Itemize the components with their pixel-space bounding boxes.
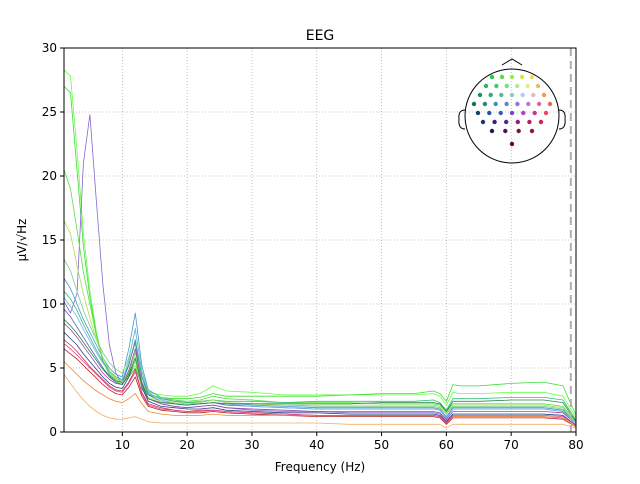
sensor-dot xyxy=(509,74,515,80)
x-tick-label: 70 xyxy=(504,438,519,452)
sensor-dot xyxy=(499,92,504,98)
psd-series-line xyxy=(63,220,577,424)
x-tick-label: 50 xyxy=(374,438,389,452)
x-tick-label: 30 xyxy=(244,438,259,452)
x-tick-label: 10 xyxy=(115,438,130,452)
sensor-dot xyxy=(516,128,521,134)
y-tick-label: 10 xyxy=(42,297,57,311)
psd-series-line xyxy=(63,343,577,426)
y-tick-label: 25 xyxy=(42,105,57,119)
y-tick-label: 30 xyxy=(42,41,57,55)
sensor-dot xyxy=(475,110,481,116)
sensor-dot xyxy=(529,74,535,80)
x-tick-label: 80 xyxy=(568,438,583,452)
sensor-dot xyxy=(515,83,520,89)
sensor-dot xyxy=(504,83,509,89)
sensor-dot xyxy=(471,101,477,107)
x-tick-label: 60 xyxy=(439,438,454,452)
sensor-dot xyxy=(519,74,525,80)
sensor-dot xyxy=(509,141,515,147)
y-tick-label: 0 xyxy=(49,425,57,439)
sensor-dot xyxy=(529,128,535,134)
y-axis-label: µV/√Hz xyxy=(15,219,29,262)
sensor-dot xyxy=(531,92,536,98)
sensor-dot xyxy=(487,110,492,116)
sensor-dot xyxy=(532,110,537,116)
psd-series-line xyxy=(63,331,577,426)
y-tick-label: 5 xyxy=(49,361,57,375)
x-axis-label: Frequency (Hz) xyxy=(275,460,366,474)
sensor-dot xyxy=(480,119,486,125)
head-outline xyxy=(464,68,560,164)
psd-series-line xyxy=(63,348,577,428)
sensor-dot xyxy=(477,92,483,98)
x-tick-label: 20 xyxy=(179,438,194,452)
sensor-dot xyxy=(515,101,520,107)
sensor-dot xyxy=(525,83,530,89)
sensor-dot xyxy=(520,92,525,98)
sensor-topomap-inset xyxy=(458,58,566,164)
sensor-dot xyxy=(536,101,542,107)
sensor-dot xyxy=(547,101,553,107)
sensor-dot xyxy=(504,119,509,125)
sensor-dot xyxy=(482,101,488,107)
sensor-dot xyxy=(489,74,495,80)
psd-series-line xyxy=(63,361,577,428)
x-axis: 10 20 30 40 50 60 70 80 xyxy=(115,432,584,452)
psd-series-line xyxy=(63,259,577,424)
sensor-dot xyxy=(504,101,509,107)
y-axis: 0 5 10 15 20 25 30 xyxy=(42,41,64,439)
head-ear-left xyxy=(458,109,466,130)
sensor-dot xyxy=(492,119,497,125)
head-ear-right xyxy=(558,109,566,130)
sensor-dot xyxy=(494,83,499,89)
psd-lines xyxy=(63,69,577,429)
chart-title: EEG xyxy=(306,28,335,44)
sensor-dot xyxy=(498,110,503,116)
x-tick-label: 40 xyxy=(309,438,324,452)
sensor-dot xyxy=(488,92,493,98)
sensor-dot xyxy=(515,119,520,125)
sensor-dot xyxy=(535,83,541,89)
grid-lines xyxy=(64,48,576,432)
sensor-dot xyxy=(483,83,489,89)
sensor-dots xyxy=(471,74,553,147)
y-tick-label: 20 xyxy=(42,169,57,183)
sensor-dot xyxy=(538,119,544,125)
psd-series-line xyxy=(63,86,577,416)
sensor-dot xyxy=(509,92,515,98)
psd-series-line xyxy=(63,319,577,423)
psd-series-line xyxy=(63,374,577,429)
sensor-dot xyxy=(493,101,498,107)
sensor-dot xyxy=(541,92,547,98)
sensor-dot xyxy=(499,74,505,80)
sensor-dot xyxy=(509,110,515,116)
sensor-dot xyxy=(543,110,549,116)
sensor-dot xyxy=(521,110,526,116)
head-nose xyxy=(501,58,523,66)
sensor-dot xyxy=(489,128,495,134)
sensor-dot xyxy=(527,119,532,125)
y-tick-label: 15 xyxy=(42,233,57,247)
psd-series-line xyxy=(63,322,577,425)
sensor-dot xyxy=(526,101,531,107)
sensor-dot xyxy=(503,128,508,134)
